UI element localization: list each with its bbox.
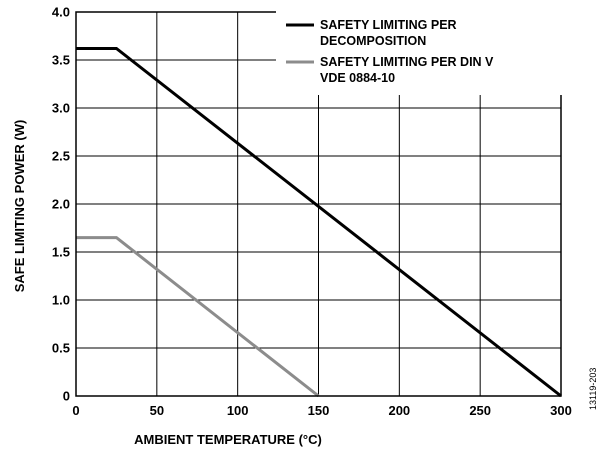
x-tick-labels: 0 50 100 150 200 250 300 bbox=[72, 403, 571, 418]
x-tick-label-4: 200 bbox=[388, 403, 410, 418]
y-tick-label-4: 2.0 bbox=[52, 197, 70, 212]
y-tick-label-3: 1.5 bbox=[52, 245, 70, 260]
x-tick-label-2: 100 bbox=[227, 403, 249, 418]
y-tick-label-2: 1.0 bbox=[52, 293, 70, 308]
y-tick-label-1: 0.5 bbox=[52, 341, 70, 356]
series-line-0 bbox=[76, 46, 562, 398]
series-line-1 bbox=[76, 236, 320, 398]
series-layer bbox=[76, 46, 562, 398]
y-tick-label-6: 3.0 bbox=[52, 101, 70, 116]
x-tick-label-0: 0 bbox=[72, 403, 79, 418]
figure-id: 13119-203 bbox=[588, 368, 598, 410]
y-tick-label-8: 4.0 bbox=[52, 5, 70, 20]
x-tick-label-6: 300 bbox=[550, 403, 572, 418]
y-tick-label-0: 0 bbox=[63, 389, 70, 404]
x-tick-label-3: 150 bbox=[308, 403, 330, 418]
y-tick-label-7: 3.5 bbox=[52, 53, 70, 68]
y-axis-label: SAFE LIMITING POWER (W) bbox=[12, 120, 27, 293]
y-tick-label-5: 2.5 bbox=[52, 149, 70, 164]
legend-background bbox=[276, 10, 566, 95]
legend-label-din-vde-line1: SAFETY LIMITING PER DIN V bbox=[320, 55, 494, 69]
y-tick-labels: 0 0.5 1.0 1.5 2.0 2.5 3.0 3.5 4.0 bbox=[52, 5, 70, 404]
legend-label-decomposition-line1: SAFETY LIMITING PER bbox=[320, 18, 457, 32]
x-axis-label: AMBIENT TEMPERATURE (°C) bbox=[134, 432, 322, 447]
x-tick-label-5: 250 bbox=[469, 403, 491, 418]
legend-label-decomposition-line2: DECOMPOSITION bbox=[320, 34, 426, 48]
legend: SAFETY LIMITING PER DECOMPOSITION SAFETY… bbox=[276, 10, 566, 95]
legend-label-din-vde-line2: VDE 0884-10 bbox=[320, 71, 395, 85]
x-tick-label-1: 50 bbox=[150, 403, 164, 418]
